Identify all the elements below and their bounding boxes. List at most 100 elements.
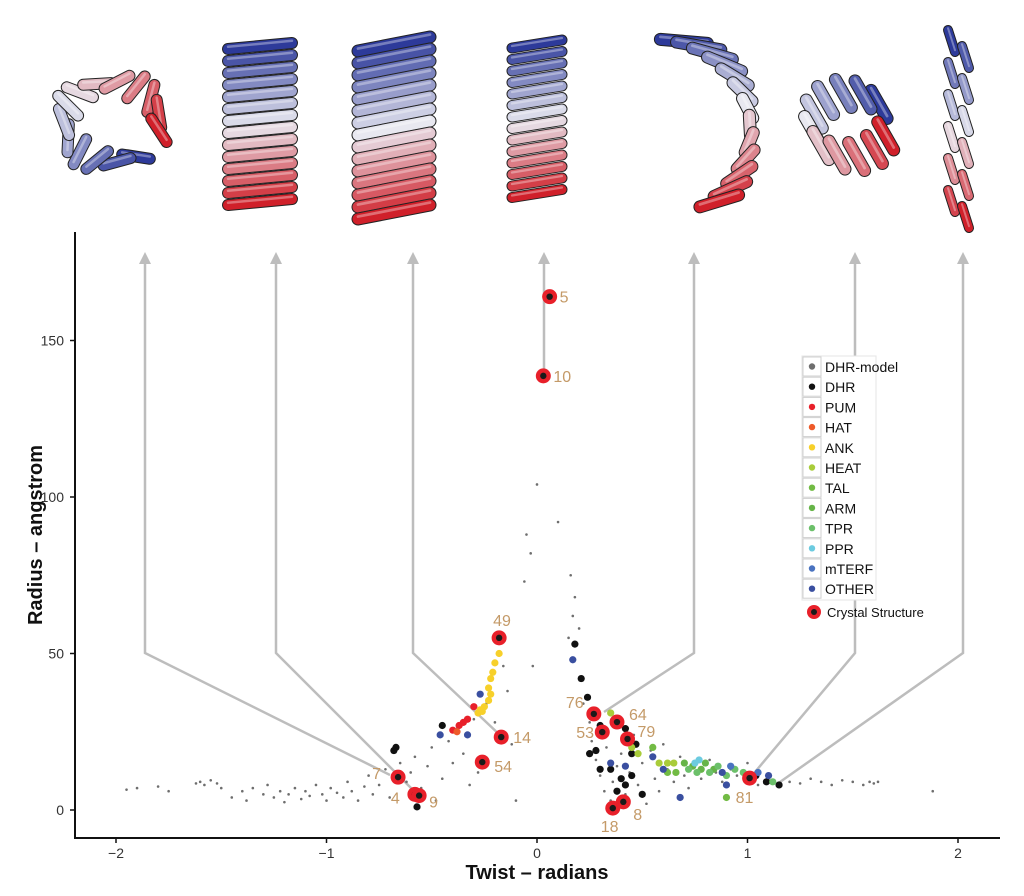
point-dhr-model [241, 789, 244, 793]
helix-highlight [226, 51, 294, 61]
point-heat [607, 709, 615, 717]
point-dhr-model [636, 783, 640, 787]
helix-highlight [731, 78, 754, 101]
helix-highlight [865, 131, 884, 163]
point-dhr-model [266, 783, 269, 787]
point-dhr-model [830, 783, 833, 787]
helix [352, 67, 436, 93]
point-dhr [577, 674, 585, 683]
helix [958, 42, 973, 72]
y-tick-label: 0 [56, 802, 64, 818]
point-ank [484, 696, 493, 705]
point-dhr-model [476, 771, 480, 774]
point-dhr-model [329, 786, 333, 790]
point-dhr-model [569, 573, 572, 577]
helix-highlight [356, 69, 432, 86]
helix [507, 81, 567, 99]
point-other [463, 731, 472, 739]
helix-highlight [226, 159, 294, 169]
point-dhr-model [388, 796, 391, 799]
helix [944, 122, 959, 152]
point-dhr-model [434, 799, 438, 802]
x-tick-label: 2 [954, 845, 962, 861]
helix-highlight [947, 27, 956, 52]
helix-highlight [226, 171, 294, 181]
helix-highlight [876, 118, 896, 149]
helix [507, 139, 567, 156]
point-hat [453, 728, 461, 736]
point-tpr [706, 768, 714, 777]
point-mterf [727, 762, 735, 770]
legend-label: TPR [825, 521, 853, 537]
helix-highlight [226, 147, 294, 157]
helix-highlight [691, 44, 734, 59]
point-dhr-model [156, 785, 160, 788]
helix-highlight [706, 53, 744, 71]
connector-line [411, 262, 503, 738]
point-dhr-model [598, 774, 602, 777]
point-dhr-model [683, 774, 686, 777]
point-dhr-model [245, 799, 248, 802]
helix [507, 173, 567, 191]
helix [958, 202, 973, 232]
helix [352, 31, 436, 57]
helix-highlight [961, 171, 970, 196]
crystal-label: 76 [566, 695, 584, 712]
crystal-label: 54 [494, 759, 512, 776]
point-dhr [628, 750, 636, 758]
point-dhr-model [657, 789, 661, 793]
crystal-marker-center [479, 758, 486, 766]
point-dhr-model [377, 783, 381, 787]
point-heat [655, 759, 663, 767]
helix-highlight [150, 115, 168, 142]
point-pum [455, 721, 463, 730]
legend-dot [808, 383, 816, 390]
helix [812, 80, 840, 120]
helix-highlight [510, 71, 564, 82]
helix-highlight [85, 147, 110, 168]
point-dhr [592, 746, 600, 755]
point-dhr-model [308, 794, 311, 798]
crystal-label: 10 [553, 369, 571, 386]
point-dhr-model [342, 796, 345, 799]
point-dhr-model [283, 800, 286, 804]
helix [507, 185, 567, 202]
helix [944, 90, 959, 120]
point-ppr [695, 756, 703, 764]
crystal-marker-center [498, 733, 505, 741]
point-dhr-model [272, 796, 276, 799]
legend-label: mTERF [825, 561, 873, 577]
helix-highlight [510, 82, 564, 94]
point-other [718, 768, 726, 777]
point-other [649, 753, 657, 761]
point-arm [701, 759, 710, 767]
point-dhr-model [367, 774, 370, 777]
y-axis-title: Radius – angstrom [25, 445, 47, 625]
helix [843, 137, 871, 177]
helix [829, 73, 857, 113]
point-dhr [762, 778, 771, 786]
crystal-marker-center [620, 798, 627, 806]
point-dhr-model [840, 778, 844, 782]
crystal-marker-center [415, 792, 423, 799]
helix-highlight [961, 203, 970, 228]
point-dhr [621, 781, 630, 789]
helix-highlight [226, 39, 294, 49]
point-dhr-model [325, 799, 328, 802]
helix [352, 43, 436, 69]
helix-highlight [698, 191, 740, 206]
point-tpr [684, 765, 693, 773]
helix [352, 163, 436, 189]
helix [944, 26, 959, 56]
point-tal [722, 793, 731, 802]
helix-highlight [510, 151, 564, 163]
helix-highlight [356, 33, 432, 50]
helix-highlight [947, 187, 956, 212]
point-dhr-model [440, 777, 444, 780]
point-dhr-model [746, 761, 749, 765]
helix-highlight [155, 96, 163, 127]
point-dhr-model [720, 780, 724, 784]
helix [352, 103, 436, 129]
point-dhr-model [582, 702, 585, 705]
